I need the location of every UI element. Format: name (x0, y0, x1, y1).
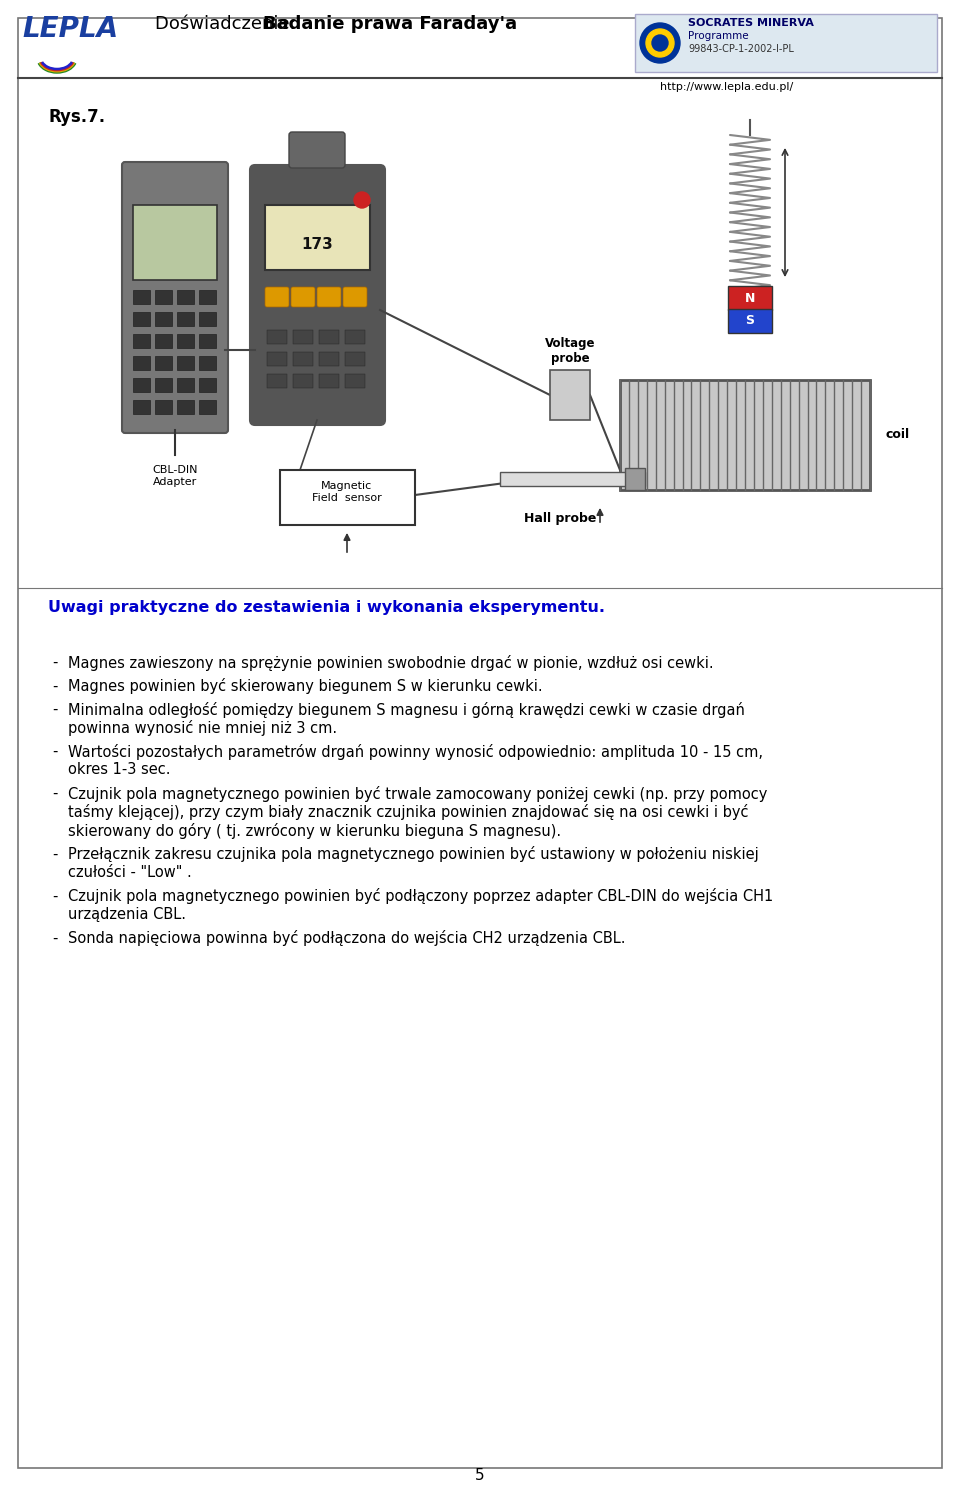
Text: Czujnik pola magnetycznego powinien być podłączony poprzez adapter CBL-DIN do we: Czujnik pola magnetycznego powinien być … (68, 888, 773, 905)
Circle shape (640, 22, 680, 62)
Bar (199, 333, 216, 348)
Bar (267, 353, 287, 366)
Text: Przełącznik zakresu czujnika pola magnetycznego powinien być ustawiony w położen: Przełącznik zakresu czujnika pola magnet… (68, 847, 758, 863)
Text: http://www.lepla.edu.pl/: http://www.lepla.edu.pl/ (660, 82, 793, 92)
Text: -: - (52, 702, 58, 717)
Text: powinna wynosić nie mniej niż 3 cm.: powinna wynosić nie mniej niż 3 cm. (68, 720, 337, 737)
FancyBboxPatch shape (122, 162, 228, 433)
Bar (199, 312, 216, 326)
Text: Magnes powinien być skierowany biegunem S w kierunku cewki.: Magnes powinien być skierowany biegunem … (68, 679, 542, 695)
Bar (177, 333, 194, 348)
FancyBboxPatch shape (291, 287, 315, 307)
Bar (319, 373, 339, 388)
Text: Wartości pozostałych parametrów drgań powinny wynosić odpowiednio: amplituda 10 : Wartości pozostałych parametrów drgań po… (68, 744, 763, 760)
Bar (133, 378, 150, 391)
Bar (155, 400, 172, 414)
Bar (293, 330, 313, 344)
Text: -: - (52, 930, 58, 945)
Text: S: S (746, 314, 755, 326)
Bar (199, 400, 216, 414)
Text: taśmy klejącej), przy czym biały znacznik czujnika powinien znajdować się na osi: taśmy klejącej), przy czym biały znaczni… (68, 805, 749, 820)
Bar (728, 310, 772, 333)
Text: -: - (52, 744, 58, 759)
Bar (199, 378, 216, 391)
Text: urządzenia CBL.: urządzenia CBL. (68, 908, 186, 923)
Circle shape (652, 36, 668, 51)
Text: Doświadczenie:: Doświadczenie: (155, 15, 307, 33)
Bar (345, 373, 365, 388)
Bar (500, 472, 645, 487)
Bar (133, 333, 150, 348)
Bar (267, 330, 287, 344)
Text: Uwagi praktyczne do zestawienia i wykonania eksperymentu.: Uwagi praktyczne do zestawienia i wykona… (48, 600, 605, 615)
Bar (177, 290, 194, 304)
Text: skierowany do góry ( tj. zwrócony w kierunku bieguna S magnesu).: skierowany do góry ( tj. zwrócony w kier… (68, 823, 562, 839)
Text: -: - (52, 786, 58, 801)
Text: SOCRATES MINERVA: SOCRATES MINERVA (688, 18, 814, 28)
Text: Magnes zawieszony na sprężynie powinien swobodnie drgać w pionie, wzdłuż osi cew: Magnes zawieszony na sprężynie powinien … (68, 655, 713, 671)
Text: -: - (52, 655, 58, 670)
Bar (265, 205, 370, 269)
Bar (199, 356, 216, 371)
Bar (345, 330, 365, 344)
Text: N: N (745, 292, 756, 305)
Text: Minimalna odległość pomiędzy biegunem S magnesu i górną krawędzi cewki w czasie : Minimalna odległość pomiędzy biegunem S … (68, 702, 745, 719)
FancyBboxPatch shape (317, 287, 341, 307)
Text: 173: 173 (301, 237, 333, 251)
Text: Voltage
probe: Voltage probe (544, 336, 595, 365)
Text: -: - (52, 888, 58, 903)
Bar (620, 379, 870, 490)
Bar (728, 286, 772, 310)
Bar (133, 312, 150, 326)
FancyBboxPatch shape (280, 470, 415, 525)
FancyBboxPatch shape (343, 287, 367, 307)
FancyBboxPatch shape (289, 132, 345, 168)
Text: LEPLA: LEPLA (22, 15, 118, 43)
Bar (177, 400, 194, 414)
Circle shape (354, 192, 370, 208)
Bar (293, 373, 313, 388)
Bar (155, 333, 172, 348)
Text: coil: coil (885, 429, 909, 442)
Bar (319, 330, 339, 344)
Bar (319, 353, 339, 366)
Circle shape (646, 28, 674, 57)
Text: Rys.7.: Rys.7. (48, 109, 106, 126)
Bar (133, 400, 150, 414)
FancyBboxPatch shape (635, 13, 937, 71)
Bar (133, 356, 150, 371)
Bar (155, 312, 172, 326)
Text: Czujnik pola magnetycznego powinien być trwale zamocowany poniżej cewki (np. prz: Czujnik pola magnetycznego powinien być … (68, 786, 767, 802)
Text: Hall probe: Hall probe (524, 512, 596, 525)
Bar (133, 290, 150, 304)
Text: Magnetic
Field  sensor: Magnetic Field sensor (312, 481, 382, 503)
Bar (177, 356, 194, 371)
Text: 5: 5 (475, 1469, 485, 1484)
Text: Badanie prawa Faraday'a: Badanie prawa Faraday'a (263, 15, 517, 33)
Bar (199, 290, 216, 304)
Text: Sonda napięciowa powinna być podłączona do wejścia CH2 urządzenia CBL.: Sonda napięciowa powinna być podłączona … (68, 930, 626, 946)
Bar (177, 312, 194, 326)
Bar (155, 290, 172, 304)
Text: CBL-DIN
Adapter: CBL-DIN Adapter (153, 464, 198, 487)
Text: Programme: Programme (688, 31, 749, 42)
Bar (550, 371, 590, 420)
Bar (155, 356, 172, 371)
Text: okres 1-3 sec.: okres 1-3 sec. (68, 762, 171, 778)
Text: czułości - "Low" .: czułości - "Low" . (68, 865, 192, 879)
FancyBboxPatch shape (265, 287, 289, 307)
Bar (345, 353, 365, 366)
Text: -: - (52, 679, 58, 693)
Bar (133, 205, 217, 280)
Bar (177, 378, 194, 391)
Text: 99843-CP-1-2002-I-PL: 99843-CP-1-2002-I-PL (688, 45, 794, 54)
FancyBboxPatch shape (250, 165, 385, 426)
Bar (155, 378, 172, 391)
Bar (293, 353, 313, 366)
Bar (267, 373, 287, 388)
Bar (625, 469, 645, 490)
Text: -: - (52, 847, 58, 862)
